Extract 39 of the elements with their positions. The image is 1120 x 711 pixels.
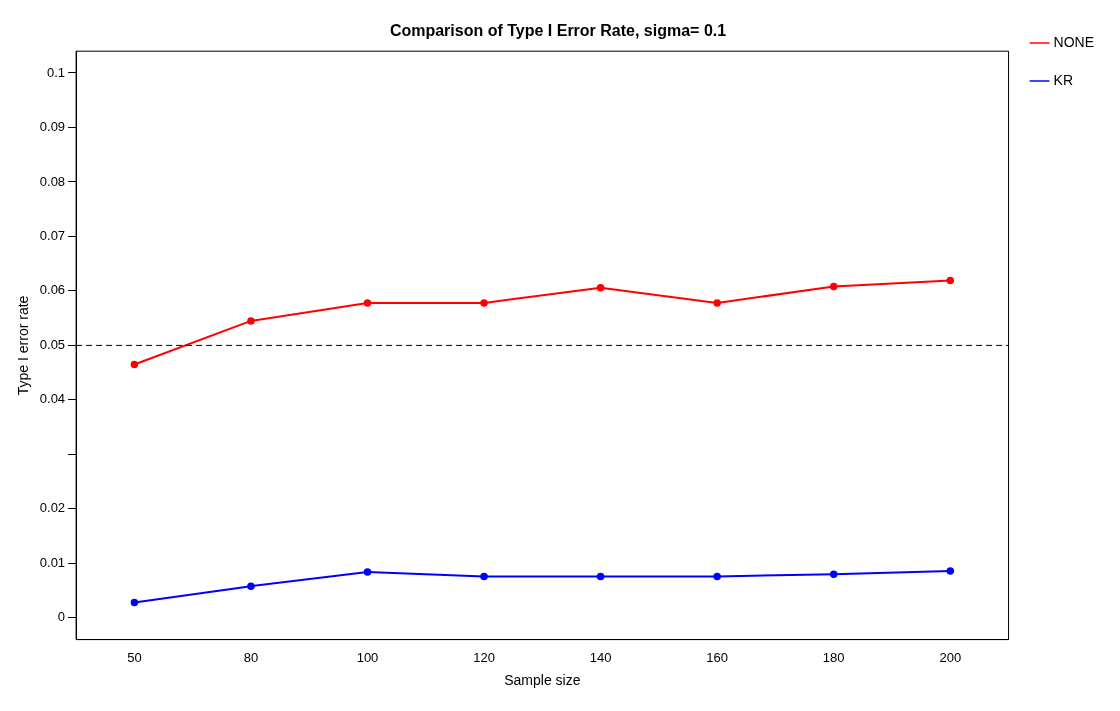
- point: [247, 317, 255, 325]
- point: [130, 598, 139, 607]
- y-axis-title: Type I error rate: [15, 295, 32, 396]
- y-tick-label: 0.05: [39, 336, 66, 352]
- y-tick-label: 0.02: [39, 500, 66, 516]
- point: [596, 283, 605, 292]
- point: [946, 276, 955, 285]
- point: [480, 299, 488, 307]
- x-tick-label: 180: [822, 649, 845, 665]
- y-tick-label: 0.01: [39, 554, 66, 570]
- y-tick-label: 0.04: [39, 391, 66, 407]
- y-tick-label: 0.06: [39, 282, 66, 298]
- point: [480, 572, 488, 581]
- point: [130, 360, 139, 369]
- point: [829, 570, 838, 578]
- point: [247, 582, 255, 590]
- point: [829, 282, 838, 291]
- y-tick-label: 0.08: [39, 173, 66, 189]
- point: [713, 572, 721, 581]
- x-tick-label: 120: [473, 649, 495, 665]
- y-tick-label: 0.07: [39, 228, 66, 244]
- point: [596, 572, 605, 581]
- x-tick-label: 200: [939, 649, 962, 665]
- y-tick-label: 0: [57, 609, 66, 625]
- point: [946, 567, 955, 575]
- legend-label: NONE: [1053, 33, 1094, 50]
- x-tick-label: 160: [706, 649, 729, 665]
- point: [363, 568, 372, 576]
- point: [363, 299, 372, 307]
- x-tick-label: 100: [356, 649, 379, 665]
- x-axis-title: Sample size: [504, 672, 581, 689]
- legend-label: KR: [1053, 71, 1073, 88]
- x-tick-label: 140: [589, 649, 612, 665]
- point: [713, 299, 721, 307]
- y-tick-label: 0.09: [39, 119, 66, 135]
- x-tick-label: 50: [127, 649, 142, 665]
- chart-title: Comparison of Type I Error Rate, sigma= 0.1: [389, 22, 727, 40]
- x-tick-label: 80: [243, 649, 259, 665]
- y-tick-label: 0.1: [47, 64, 66, 80]
